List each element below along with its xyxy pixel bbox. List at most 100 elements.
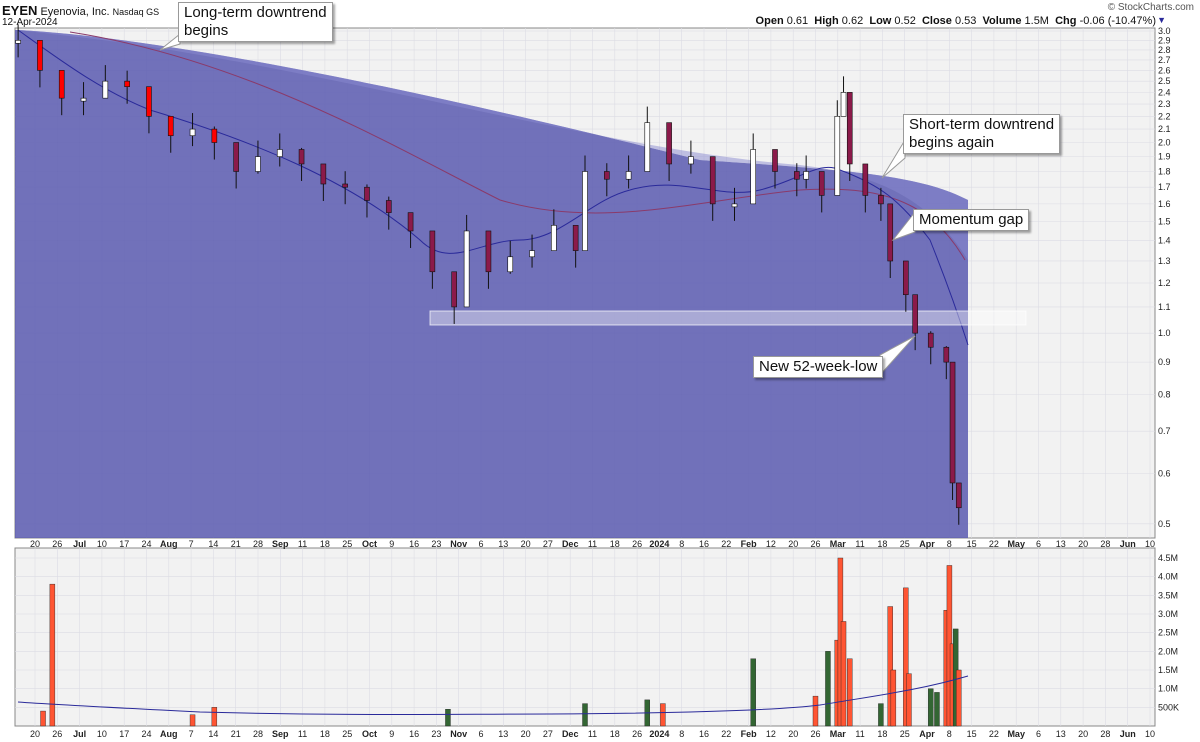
x-tick-label: 24	[141, 729, 151, 739]
x-tick-label: 17	[119, 729, 129, 739]
x-tick-label: Nov	[450, 539, 467, 549]
candle	[463, 230, 470, 308]
x-tick-label: Mar	[830, 729, 847, 739]
candle	[529, 250, 535, 258]
x-tick-label: 23	[431, 539, 441, 549]
volume-bar	[934, 692, 940, 727]
x-tick-label: 21	[231, 539, 241, 549]
y-tick-label: 0.6	[1158, 469, 1171, 479]
volume-bar	[928, 688, 934, 727]
x-tick-label: 13	[498, 729, 508, 739]
chevron-down-icon[interactable]: ▼	[1157, 15, 1166, 25]
x-tick-label: 25	[342, 539, 352, 549]
candle	[276, 149, 283, 157]
candle	[943, 346, 950, 363]
candle	[688, 156, 694, 165]
x-tick-label: 16	[409, 729, 419, 739]
volume-tick-label: 2.0M	[1158, 646, 1178, 656]
y-tick-label: 0.5	[1158, 519, 1171, 529]
x-tick-label: 23	[431, 729, 441, 739]
candle	[364, 186, 370, 201]
candle	[818, 171, 825, 196]
low-value: 0.52	[894, 15, 916, 27]
candle	[604, 171, 610, 180]
x-tick-label: Aug	[160, 729, 178, 739]
candle	[846, 92, 853, 165]
volume-bar	[660, 703, 666, 727]
x-tick-label: 27	[543, 729, 553, 739]
y-tick-label: 1.4	[1158, 236, 1171, 246]
x-tick-label: 20	[1078, 729, 1088, 739]
y-tick-label: 1.6	[1158, 199, 1171, 209]
x-tick-label: 10	[1145, 539, 1155, 549]
x-tick-label: 21	[231, 729, 241, 739]
candle	[644, 122, 651, 172]
x-tick-label: 18	[320, 539, 330, 549]
x-tick-label: 20	[521, 729, 531, 739]
x-tick-label: 10	[1145, 729, 1155, 739]
x-axis-ticks-volume: 20 26 Jul 10 17 24 Aug 7 14 21 28 Sep 11 18 25 Oct 9 16 23…	[30, 729, 1155, 739]
candle	[298, 149, 305, 165]
candle	[887, 203, 894, 262]
short-ma-line	[17, 29, 969, 346]
x-tick-label: Feb	[741, 729, 758, 739]
volume-bar	[812, 695, 819, 727]
x-tick-label: 26	[810, 539, 820, 549]
candle	[709, 156, 716, 205]
volume-ma-line	[17, 675, 969, 715]
price-band	[15, 30, 968, 538]
x-tick-label: Jul	[73, 539, 86, 549]
x-tick-label: Jun	[1120, 539, 1136, 549]
x-tick-label: 22	[989, 539, 999, 549]
candle	[342, 183, 348, 188]
y-tick-label: 2.3	[1158, 99, 1171, 109]
x-tick-label: 22	[721, 539, 731, 549]
y-axis-ticks: 3.02.92.82.72.62.52.4 2.3 2.2 2.1 2.0 1.9 1.8 1…	[1158, 26, 1171, 529]
candle	[572, 225, 579, 251]
volume-tick-label: 3.5M	[1158, 590, 1178, 600]
x-tick-label: 16	[409, 539, 419, 549]
x-tick-label: Aug	[160, 539, 178, 549]
x-tick-label: 9	[389, 729, 394, 739]
ticker-symbol: EYEN	[2, 3, 38, 18]
x-tick-label: 6	[1036, 729, 1041, 739]
x-tick-label: 18	[610, 729, 620, 739]
candle	[750, 149, 756, 205]
x-tick-label: May	[1007, 729, 1025, 739]
candle	[949, 361, 956, 484]
y-tick-label: 0.7	[1158, 426, 1171, 436]
x-tick-label: 20	[30, 729, 40, 739]
x-tick-label: 15	[967, 729, 977, 739]
y-tick-label: 1.3	[1158, 256, 1171, 266]
x-tick-label: 11	[855, 729, 864, 739]
x-tick-label: 26	[52, 729, 62, 739]
x-tick-label: Dec	[562, 539, 579, 549]
candle	[320, 163, 327, 185]
x-tick-label: 28	[253, 539, 263, 549]
candle	[167, 115, 174, 137]
x-tick-label: 18	[610, 539, 620, 549]
y-tick-label: 2.8	[1158, 45, 1171, 55]
x-tick-label: 17	[119, 539, 129, 549]
x-tick-label: 11	[588, 729, 597, 739]
candle	[912, 294, 918, 334]
x-tick-label: 14	[208, 729, 218, 739]
x-tick-label: Mar	[830, 539, 847, 549]
candle	[878, 195, 884, 205]
candle	[146, 86, 152, 117]
x-tick-label: May	[1007, 539, 1025, 549]
x-tick-label: 11	[298, 539, 307, 549]
x-tick-label: 13	[1056, 729, 1066, 739]
volume-tick-label: 1.5M	[1158, 665, 1178, 675]
company-name: Eyenovia, Inc.	[40, 6, 110, 18]
x-tick-label: 25	[900, 729, 910, 739]
x-tick-label: 28	[1100, 539, 1110, 549]
x-tick-label: 7	[189, 539, 194, 549]
candle	[451, 271, 457, 308]
x-tick-label: 20	[1078, 539, 1088, 549]
annotation-new-52-week-low: New 52-week-low	[753, 356, 884, 378]
volume-bar	[750, 658, 756, 727]
x-tick-label: Apr	[919, 729, 935, 739]
x-tick-label: 8	[679, 729, 684, 739]
candle	[625, 171, 632, 180]
